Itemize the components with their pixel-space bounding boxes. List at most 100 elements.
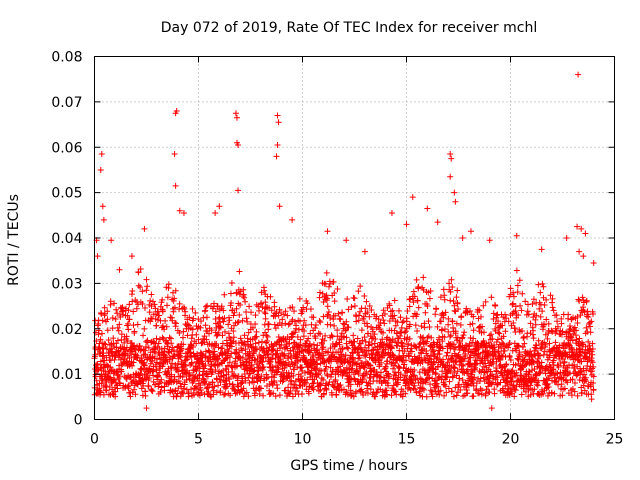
data-point	[221, 291, 228, 298]
data-point	[132, 391, 139, 398]
data-point	[453, 372, 460, 379]
data-point	[131, 328, 138, 335]
data-point	[276, 203, 283, 210]
data-point	[165, 281, 172, 288]
data-point	[358, 388, 365, 395]
data-point	[502, 328, 509, 335]
y-tick-label: 0.05	[51, 186, 82, 202]
data-point	[530, 327, 537, 334]
data-point	[111, 356, 118, 363]
data-point	[158, 376, 165, 383]
data-point	[574, 313, 581, 320]
data-point	[540, 283, 547, 290]
data-point	[321, 337, 328, 344]
data-point	[376, 373, 383, 380]
data-point	[157, 389, 164, 396]
data-point	[212, 367, 219, 374]
data-point	[367, 386, 374, 393]
data-point	[331, 289, 338, 296]
data-point	[494, 336, 501, 343]
data-point	[518, 307, 525, 314]
data-point	[549, 304, 556, 311]
data-point	[317, 386, 324, 393]
data-point	[190, 391, 197, 398]
data-point	[274, 385, 281, 392]
data-point	[148, 387, 155, 394]
data-point	[470, 393, 477, 400]
data-point	[424, 303, 431, 310]
data-point	[252, 340, 259, 347]
data-point	[486, 332, 493, 339]
data-point	[271, 379, 278, 386]
data-point	[252, 346, 259, 353]
data-point	[162, 354, 169, 361]
data-point	[314, 361, 321, 368]
data-point	[216, 314, 223, 321]
data-point	[226, 376, 233, 383]
data-point	[242, 298, 249, 305]
data-point	[561, 358, 568, 365]
data-point	[574, 392, 581, 399]
data-point	[139, 288, 146, 295]
data-point	[302, 321, 309, 328]
data-point	[457, 321, 464, 328]
data-point	[310, 353, 317, 360]
data-point	[385, 373, 392, 380]
data-point	[137, 370, 144, 377]
data-point	[129, 362, 136, 369]
data-point	[206, 349, 213, 356]
data-point	[540, 390, 547, 397]
data-point	[195, 336, 202, 343]
data-point	[530, 335, 537, 342]
data-point	[236, 268, 243, 275]
data-point	[411, 372, 418, 379]
data-point	[363, 370, 370, 377]
data-point	[442, 383, 449, 390]
data-point	[300, 333, 307, 340]
data-point	[494, 381, 501, 388]
data-point	[252, 321, 259, 328]
data-point	[114, 324, 121, 331]
data-point	[203, 314, 210, 321]
data-point	[143, 405, 150, 412]
data-point	[339, 372, 346, 379]
data-point	[301, 328, 308, 335]
data-point	[144, 283, 151, 290]
data-point	[590, 311, 597, 318]
data-point	[452, 344, 459, 351]
data-point	[260, 392, 267, 399]
data-point	[408, 348, 415, 355]
data-point	[228, 343, 235, 350]
data-point	[553, 312, 560, 319]
data-point	[188, 386, 195, 393]
data-point	[392, 388, 399, 395]
data-point	[331, 298, 338, 305]
data-point	[382, 346, 389, 353]
data-point	[135, 269, 142, 276]
data-point	[361, 292, 368, 299]
data-point	[260, 364, 267, 371]
data-point	[105, 369, 112, 376]
data-point	[463, 305, 470, 312]
data-point	[396, 307, 403, 314]
data-point	[258, 373, 265, 380]
data-point	[141, 347, 148, 354]
data-point	[505, 344, 512, 351]
data-point	[177, 380, 184, 387]
data-point	[285, 369, 292, 376]
data-point	[494, 380, 501, 387]
data-point	[143, 276, 150, 283]
data-point	[196, 377, 203, 384]
data-point	[314, 342, 321, 349]
data-point	[113, 306, 120, 313]
data-point	[380, 317, 387, 324]
data-point	[353, 313, 360, 320]
data-point	[284, 345, 291, 352]
y-tick-label: 0.01	[51, 367, 82, 383]
data-point	[305, 390, 312, 397]
data-point	[451, 345, 458, 352]
data-point	[407, 296, 414, 303]
data-point	[447, 332, 454, 339]
data-point	[268, 307, 275, 314]
data-point	[561, 385, 568, 392]
